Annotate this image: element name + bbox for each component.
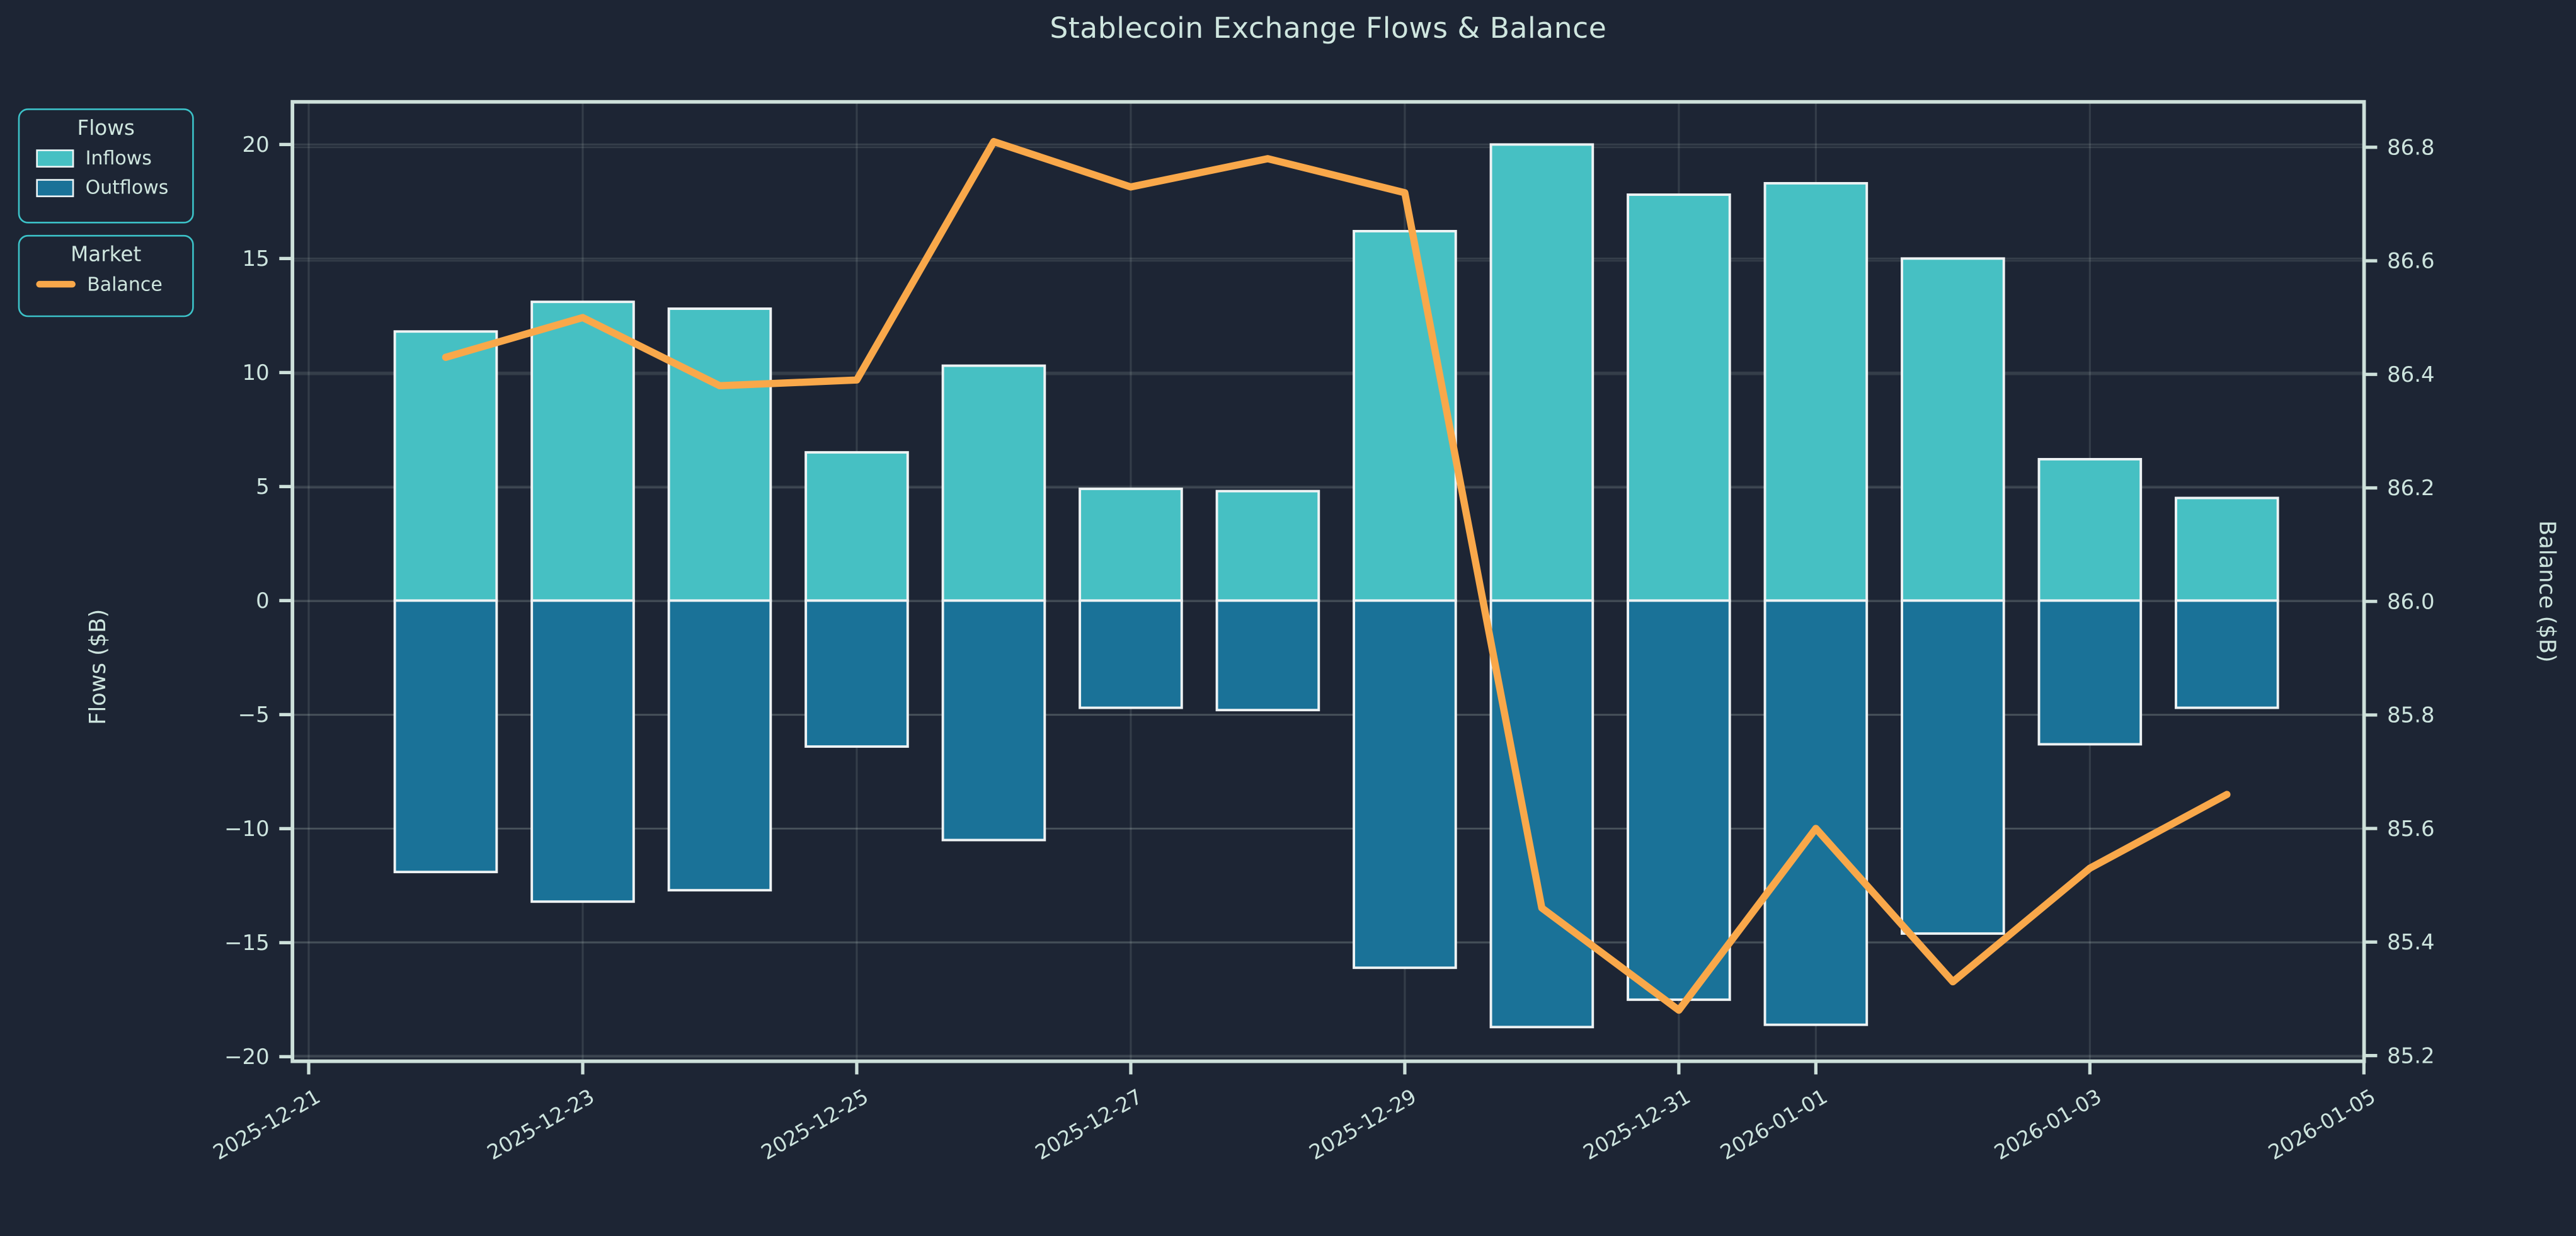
x-tick: 2025-12-21 — [209, 1084, 324, 1165]
inflow-bar — [2037, 457, 2143, 602]
x-tick: 2025-12-25 — [757, 1084, 873, 1165]
outflow-bar — [393, 599, 498, 874]
inflow-bar — [1763, 181, 1869, 602]
y-tick-left: −20 — [224, 1044, 270, 1069]
plot-border — [290, 100, 2366, 1063]
outflow-bar — [804, 599, 909, 748]
y-tick-left: 20 — [243, 132, 270, 157]
legend-item-inflows-label: Inflows — [85, 146, 152, 169]
legend-market-title: Market — [71, 241, 142, 266]
outflow-bar — [2037, 599, 2143, 746]
x-tick: 2026-01-03 — [1990, 1084, 2105, 1165]
balance-line — [442, 138, 2231, 1014]
legend-item-balance: Balance — [36, 272, 182, 296]
y-tick-right: 86.0 — [2387, 589, 2434, 614]
y-tick-right: 85.6 — [2387, 816, 2434, 841]
outflow-bar — [941, 599, 1046, 842]
inflow-bar — [1353, 229, 1457, 602]
x-tick: 2025-12-23 — [483, 1084, 598, 1165]
legend-flows-title: Flows — [77, 115, 135, 140]
y-tick-right: 86.6 — [2387, 249, 2434, 273]
inflow-bar — [530, 300, 635, 602]
outflow-bar — [1079, 599, 1183, 709]
x-tick: 2025-12-31 — [1579, 1084, 1695, 1165]
outflow-bar — [2175, 599, 2279, 709]
outflow-bar — [667, 599, 772, 892]
y-tick-right: 86.4 — [2387, 362, 2434, 387]
outflow-bar — [530, 599, 635, 903]
inflow-bar — [2175, 496, 2279, 602]
y-axis-left: 20 15 10 5 0 −5 −10 −15 −20 — [224, 132, 293, 1069]
y-tick-left: −10 — [224, 816, 270, 841]
inflow-bar — [1489, 143, 1594, 602]
outflow-bar — [1215, 599, 1320, 712]
inflow-bar — [667, 307, 772, 602]
y-tick-left: 10 — [243, 360, 270, 385]
inflow-bar — [1901, 257, 2005, 602]
outflow-bar — [1627, 599, 1731, 1001]
outflow-bar — [1489, 599, 1594, 1029]
legend-item-outflows-label: Outflows — [85, 176, 169, 199]
inflow-bar — [804, 451, 909, 602]
legend-item-outflows: Outflows — [36, 176, 182, 199]
y-tick-right: 86.8 — [2387, 135, 2434, 160]
y-tick-right: 85.4 — [2387, 930, 2434, 954]
inflow-bar — [1627, 193, 1731, 602]
outflows-swatch-icon — [36, 178, 74, 197]
outflow-bar — [1353, 599, 1457, 970]
legend-item-inflows: Inflows — [36, 146, 182, 169]
x-tick: 2025-12-27 — [1031, 1084, 1147, 1165]
bars-inflows — [393, 143, 2279, 602]
inflow-bar — [941, 364, 1046, 602]
y-tick-right: 85.2 — [2387, 1043, 2434, 1068]
outflow-bar — [1763, 599, 1869, 1026]
legend-flows: Flows Inflows Outflows — [18, 108, 194, 224]
y-tick-left: −5 — [238, 702, 270, 727]
y-tick-left: −15 — [224, 930, 270, 955]
y-tick-left: 0 — [256, 588, 270, 613]
x-axis: 2025-12-21 2025-12-23 2025-12-25 2025-12-27… — [209, 1061, 2379, 1165]
inflow-bar — [1215, 489, 1320, 602]
inflow-bar — [1079, 488, 1183, 602]
y-axis-right-label: Balance ($B) — [2533, 520, 2560, 663]
y-tick-right: 86.2 — [2387, 476, 2434, 500]
balance-line-swatch-icon — [36, 280, 76, 288]
legend-item-balance-label: Balance — [87, 272, 163, 296]
y-tick-left: 15 — [243, 246, 270, 271]
x-tick: 2026-01-01 — [1716, 1084, 1831, 1165]
inflow-bar — [393, 330, 498, 602]
x-tick: 2026-01-05 — [2264, 1084, 2379, 1165]
y-axis-right: 86.8 86.6 86.4 86.2 86.0 85.8 85.6 85.4 85.2 — [2364, 135, 2435, 1068]
legend-market: Market Balance — [18, 234, 194, 318]
bars-outflows — [393, 599, 2279, 1029]
outflow-bar — [1901, 599, 2005, 935]
y-tick-right: 85.8 — [2387, 703, 2434, 728]
x-tick: 2025-12-29 — [1305, 1084, 1421, 1165]
inflows-swatch-icon — [36, 149, 74, 167]
y-tick-left: 5 — [256, 474, 270, 499]
chart-title: Stablecoin Exchange Flows & Balance — [1050, 13, 1607, 47]
